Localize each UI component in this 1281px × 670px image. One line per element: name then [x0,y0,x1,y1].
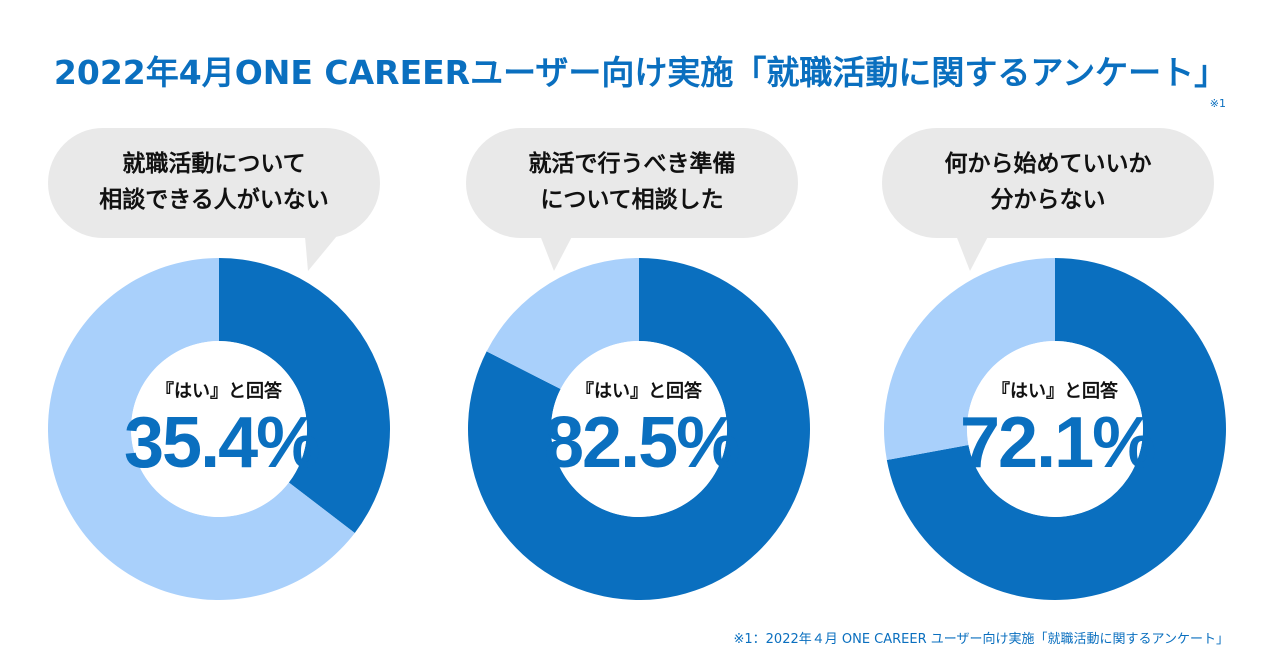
bubble-tail [536,225,578,271]
note-mark: ※1 [1209,97,1226,110]
donut-hole [967,341,1143,517]
survey-panel-3: 何から始めていいか 分からない 『はい』と回答 72.1% [838,0,1258,670]
question-bubble-1: 就職活動について 相談できる人がいない [48,128,380,238]
donut-hole [131,341,307,517]
center-label: 『はい』と回答 [156,381,282,402]
question-line: 就活で行うべき準備 [528,151,736,178]
slice-yes [468,258,810,600]
question-bubble-2: 就活で行うべき準備 について相談した [466,128,798,238]
survey-panel-2: 就活で行うべき準備 について相談した 『はい』と回答 82.5% [420,0,840,670]
question-bubble-3: 何から始めていいか 分からない [882,128,1214,238]
slice-other [884,258,1055,460]
slice-other [48,258,355,600]
percent-value: 82.5% [544,403,740,483]
donut-chart-1 [48,258,390,600]
footnote: ※1：2022年４月 ONE CAREER ユーザー向け実施「就職活動に関するア… [733,632,1230,647]
center-label: 『はい』と回答 [992,381,1118,402]
question-line: 何から始めていいか [944,151,1152,178]
bubble-tail [304,225,346,271]
donut-chart-3 [884,258,1226,600]
question-line: 分からない [990,187,1106,213]
question-line: について相談した [540,187,724,213]
survey-panel-1: 就職活動について 相談できる人がいない 『はい』と回答 35.4% [0,0,420,670]
donut-chart-2 [468,258,810,600]
question-line: 就職活動について [122,151,306,178]
percent-value: 72.1% [960,403,1156,483]
question-line: 相談できる人がいない [99,187,329,213]
bubble-tail [952,225,994,271]
donut-center-2: 『はい』と回答 82.5% [544,377,740,483]
slice-other [486,258,639,390]
donut-center-3: 『はい』と回答 72.1% [960,377,1156,483]
donut-center-1: 『はい』と回答 35.4% [124,377,320,483]
page-title: 2022年4月ONE CAREERユーザー向け実施「就職活動に関するアンケート」 [53,53,1228,92]
slice-yes [219,258,390,533]
donut-hole [551,341,727,517]
slice-yes [886,258,1226,600]
center-label: 『はい』と回答 [576,381,702,402]
percent-value: 35.4% [124,403,320,483]
